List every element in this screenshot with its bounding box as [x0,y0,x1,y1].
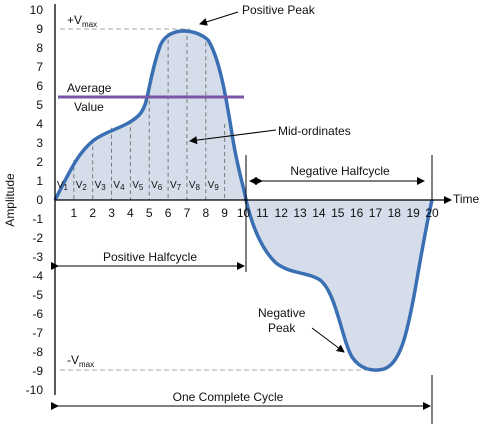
vmax-negative-label: -Vmax [67,353,94,369]
x-tick-label: 15 [331,206,345,220]
x-tick-label: 19 [406,206,420,220]
y-tick-label: -10 [26,383,44,397]
x-tick-label: 20 [425,206,439,220]
positive-halfcycle-label: Positive Halfcycle [103,250,197,264]
one-complete-cycle-label: One Complete Cycle [173,390,284,404]
x-tick-label: 4 [127,206,134,220]
y-tick-label: 4 [36,117,43,131]
positive-peak-arrow [199,11,239,26]
x-tick-label: 6 [165,206,172,220]
x-tick-label: 13 [293,206,307,220]
mid-ordinate-label: V8 [189,180,201,192]
y-tick-label: 8 [36,41,43,55]
x-tick-label: 10 [237,206,251,220]
x-tick-label: 16 [350,206,364,220]
x-tick-label: 14 [312,206,326,220]
vmax-positive-label: +Vmax [67,13,97,29]
y-tick-label: -8 [32,345,43,359]
x-tick-label: 3 [108,206,115,220]
y-tick-label: 0 [36,193,43,207]
y-tick-label: -2 [32,231,43,245]
x-tick-label: 9 [221,206,228,220]
x-axis-tick-labels: 1 2 3 4 5 6 7 8 9 10 11 12 13 14 15 16 17 18 19 20 [71,206,439,220]
value-label: Value [74,100,104,114]
x-tick-label: 18 [388,206,402,220]
x-tick-label: 11 [256,206,269,220]
y-tick-label: 2 [36,155,43,169]
mid-ordinate-label: V5 [132,180,144,192]
positive-peak-label: Positive Peak [242,3,316,17]
y-tick-label: 5 [36,98,43,112]
mid-ordinate-value-labels: V1 V2 V3 V4 V5 V6 V7 V8 V9 [57,180,219,192]
y-tick-label: 6 [36,79,43,93]
y-tick-label: 1 [36,174,43,188]
negative-halfcycle-label: Negative Halfcycle [290,164,390,178]
mid-ordinate-lines [73,29,226,200]
x-tick-label: 5 [146,206,153,220]
average-label: Average [67,81,112,95]
negative-label: Negative [258,306,306,320]
negative-peak-arrow [311,327,345,353]
y-tick-label: -3 [32,250,43,264]
x-tick-label: 1 [71,206,78,220]
y-tick-label: 7 [36,60,43,74]
y-tick-label: 10 [30,3,44,17]
y-tick-label: -4 [32,269,43,283]
x-tick-label: 12 [275,206,289,220]
x-tick-label: 17 [369,206,383,220]
y-tick-label: -1 [32,212,43,226]
x-tick-label: 2 [89,206,96,220]
x-tick-label: 7 [184,206,191,220]
mid-ordinate-label: V2 [76,180,88,192]
positive-halfcycle-area [55,30,246,200]
x-tick-label: 8 [202,206,209,220]
mid-ordinate-label: V4 [113,180,125,192]
peak-label: Peak [268,321,296,335]
negative-halfcycle-area [246,200,432,371]
y-tick-label: -9 [32,364,43,378]
mid-ordinate-label: V7 [170,180,182,192]
y-tick-label: 3 [36,136,43,150]
mid-ordinates-label: Mid-ordinates [278,124,351,138]
mid-ordinate-label: V6 [151,180,163,192]
y-tick-label: -6 [32,307,43,321]
mid-ordinate-label: V1 [57,180,69,192]
mid-ordinate-label: V3 [95,180,107,192]
mid-ordinates-arrow [189,129,277,145]
y-tick-label: -5 [32,288,43,302]
mid-ordinate-label: V9 [208,180,220,192]
x-axis-title: Time [453,192,480,206]
y-tick-label: -7 [32,326,43,340]
y-axis-title: Amplitude [3,173,17,227]
y-tick-label: 9 [36,22,43,36]
